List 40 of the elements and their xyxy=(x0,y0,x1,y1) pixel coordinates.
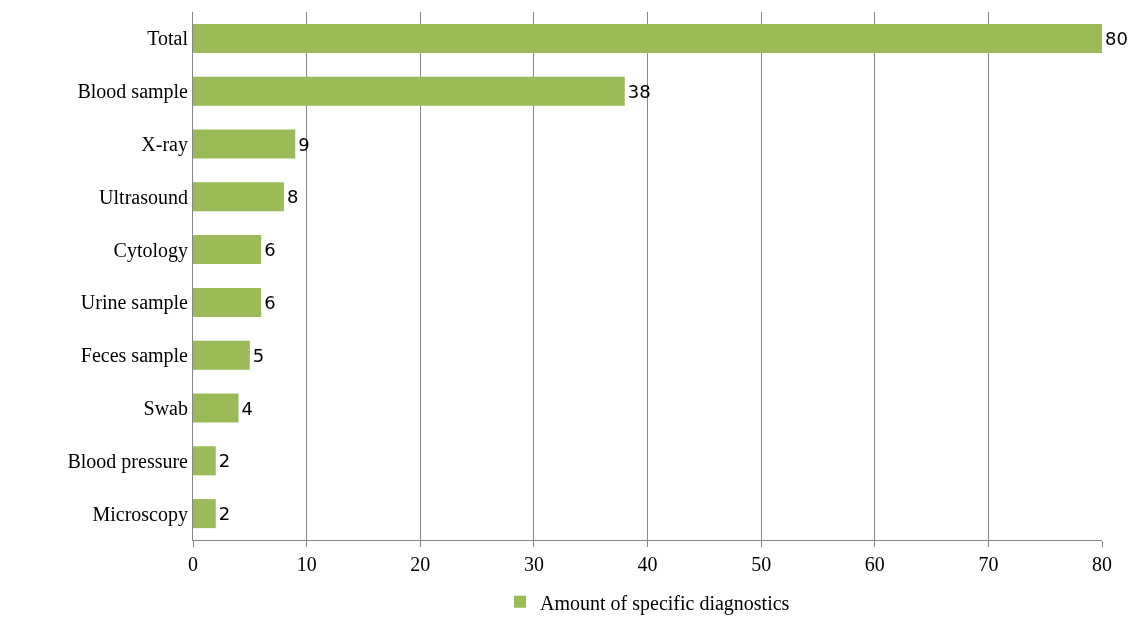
x-tick-label: 20 xyxy=(410,553,431,575)
bar xyxy=(193,446,216,476)
x-tick-label: 70 xyxy=(978,553,999,575)
data-label: 2 xyxy=(218,503,231,525)
bar xyxy=(193,287,262,317)
bar xyxy=(193,499,216,529)
data-label: 6 xyxy=(264,239,276,261)
y-tick-label: Ultrasound xyxy=(99,185,188,208)
bar xyxy=(193,393,239,423)
x-tick-label: 40 xyxy=(637,553,658,575)
data-label: 80 xyxy=(1105,27,1128,49)
y-tick-label: Blood pressure xyxy=(67,449,189,473)
data-label: 2 xyxy=(218,450,231,472)
x-tick-label: 0 xyxy=(188,553,198,575)
data-label: 4 xyxy=(241,397,253,419)
bar xyxy=(193,182,284,212)
y-tick-label: X-ray xyxy=(141,133,188,156)
y-tick-label: Total xyxy=(147,27,189,50)
y-tick-label: Microscopy xyxy=(92,502,188,526)
x-tick-label: 50 xyxy=(751,553,772,575)
y-tick-label: Feces sample xyxy=(80,344,189,368)
x-tick-label: 60 xyxy=(864,553,885,575)
y-tick-label: Urine sample xyxy=(80,291,189,315)
bar xyxy=(193,23,1102,53)
data-label: 6 xyxy=(264,291,276,313)
data-label: 38 xyxy=(627,80,651,102)
bar xyxy=(193,235,262,265)
data-label: 5 xyxy=(252,344,265,366)
x-tick-label: 10 xyxy=(296,553,317,575)
bar xyxy=(193,76,625,106)
bar xyxy=(193,129,296,159)
x-tick-label: 30 xyxy=(523,553,544,575)
data-label: 8 xyxy=(286,186,299,208)
bar xyxy=(193,340,250,370)
x-tick-label: 80 xyxy=(1092,553,1112,575)
data-label: 9 xyxy=(298,133,310,155)
y-tick-label: Cytology xyxy=(113,238,188,262)
y-tick-label: Swab xyxy=(143,397,188,419)
legend-label: Amount of specific diagnostics xyxy=(540,591,790,615)
y-tick-label: Blood sample xyxy=(77,80,189,104)
